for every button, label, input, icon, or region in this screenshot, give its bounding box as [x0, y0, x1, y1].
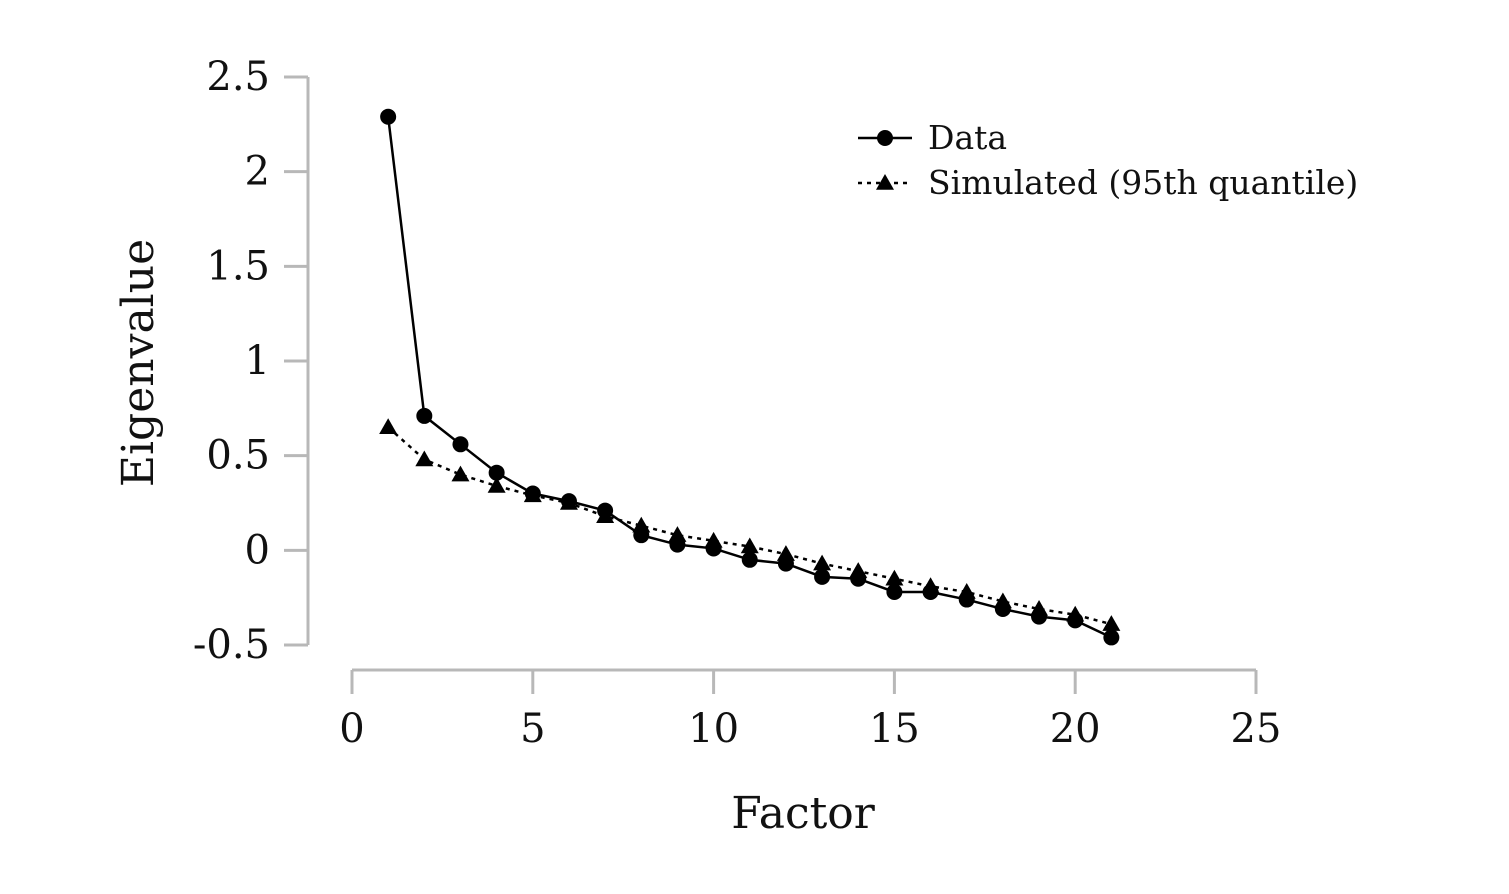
data-point-data	[597, 502, 614, 519]
legend: Data Simulated (95th quantile)	[858, 118, 1358, 202]
legend-item-simulated: Simulated (95th quantile)	[858, 163, 1358, 202]
x-tick-label: 15	[869, 706, 920, 752]
data-point-data	[814, 568, 831, 585]
data-point-data	[452, 436, 469, 453]
data-point-simulated	[740, 537, 759, 554]
data-point-data	[1067, 612, 1084, 629]
x-tick-label: 5	[520, 706, 545, 752]
data-point-simulated	[668, 526, 687, 542]
data-point-data	[380, 108, 397, 125]
data-point-data	[886, 583, 903, 600]
series-layer	[379, 108, 1121, 646]
x-tick-label: 0	[339, 706, 364, 752]
y-tick-label: -0.5	[193, 622, 270, 668]
legend-marker-data	[877, 130, 893, 146]
x-tick-label: 10	[688, 706, 739, 752]
data-point-data	[922, 583, 939, 600]
x-axis-title: Factor	[731, 788, 876, 839]
data-point-simulated	[885, 569, 904, 586]
data-point-simulated	[632, 516, 651, 533]
series-simulated	[379, 418, 1121, 631]
legend-marker-simulated	[876, 174, 894, 190]
legend-label-data: Data	[928, 118, 1007, 157]
data-point-simulated	[415, 450, 434, 467]
data-point-data	[524, 485, 541, 502]
x-tick-label: 25	[1231, 706, 1282, 752]
data-point-data	[1031, 608, 1048, 625]
y-tick-label: 1.5	[206, 243, 270, 289]
data-point-data	[1103, 629, 1120, 646]
legend-item-data: Data	[858, 118, 1007, 157]
data-point-data	[705, 540, 722, 557]
axes-layer: -0.5 0 0.5 1 1.5 2 2.5 0 5 10 15 20 25	[193, 54, 1282, 752]
data-point-simulated	[1102, 615, 1121, 631]
data-point-data	[560, 493, 577, 510]
x-tick-label: 20	[1050, 706, 1101, 752]
data-point-data	[777, 555, 794, 572]
data-point-data	[416, 407, 433, 424]
series-line-simulated	[387, 426, 1112, 626]
data-point-simulated	[776, 545, 795, 561]
data-point-simulated	[487, 476, 506, 493]
y-tick-label: 1	[245, 338, 270, 384]
data-point-data	[741, 551, 758, 568]
data-point-simulated	[451, 465, 470, 482]
y-tick-label: 2	[245, 149, 270, 195]
data-point-data	[633, 527, 650, 544]
data-point-simulated	[379, 418, 398, 435]
data-point-data	[994, 601, 1011, 618]
series-data	[380, 108, 1120, 646]
data-point-data	[488, 464, 505, 481]
data-point-data	[669, 536, 686, 553]
y-axis-title: Eigenvalue	[113, 239, 164, 487]
data-point-simulated	[813, 554, 832, 571]
y-tick-label: 0	[245, 527, 270, 573]
data-point-data	[850, 570, 867, 587]
legend-label-simulated: Simulated (95th quantile)	[928, 163, 1358, 202]
y-tick-label: 2.5	[206, 54, 270, 100]
data-point-data	[958, 591, 975, 608]
y-tick-label: 0.5	[206, 433, 270, 479]
